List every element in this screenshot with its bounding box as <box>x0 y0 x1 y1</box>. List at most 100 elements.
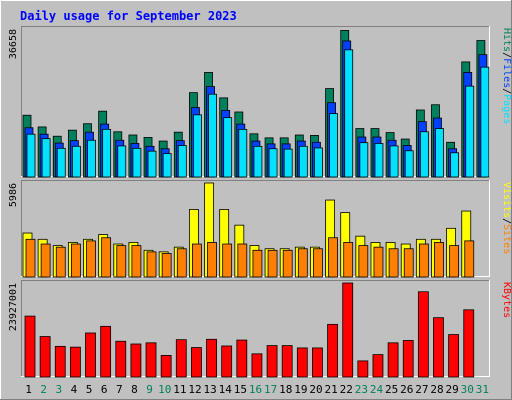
bar-sites-day-4 <box>70 243 81 278</box>
legend-visits: Visits/Sites <box>501 182 512 254</box>
day-label-15: 15 <box>234 383 247 396</box>
bar-kbytes-day-24 <box>372 354 384 378</box>
day-label-10: 10 <box>158 383 171 396</box>
day-label-11: 11 <box>173 383 186 396</box>
bar-kbytes-day-16 <box>251 353 263 378</box>
bar-pages-day-21 <box>329 113 338 178</box>
bar-kbytes-day-15 <box>236 339 248 378</box>
bar-sites-day-18 <box>282 249 293 278</box>
legend-item-hits-4: Pages <box>501 94 512 124</box>
bar-kbytes-day-1 <box>24 315 36 378</box>
bar-sites-day-2 <box>40 243 51 278</box>
day-label-13: 13 <box>203 383 216 396</box>
legend-item-visits-0: Visits <box>501 182 512 218</box>
bar-sites-day-30 <box>464 240 475 278</box>
bar-sites-day-14 <box>222 243 233 278</box>
bar-kbytes-day-9 <box>145 342 157 378</box>
bar-kbytes-day-27 <box>417 291 429 378</box>
bar-kbytes-day-6 <box>100 325 112 378</box>
bar-sites-day-29 <box>449 245 460 278</box>
day-label-8: 8 <box>131 383 138 396</box>
bar-pages-day-22 <box>344 49 354 178</box>
bar-kbytes-day-19 <box>296 347 308 378</box>
legend-item-hits-0: Hits <box>501 28 512 52</box>
bar-sites-day-17 <box>267 249 278 278</box>
bar-sites-day-25 <box>388 248 399 278</box>
bar-kbytes-day-12 <box>191 347 202 378</box>
bar-sites-day-16 <box>252 249 263 278</box>
day-label-19: 19 <box>294 383 307 396</box>
bar-sites-day-28 <box>434 242 444 278</box>
bar-pages-day-17 <box>268 148 278 178</box>
day-label-5: 5 <box>86 383 93 396</box>
bar-kbytes-day-7 <box>115 340 127 378</box>
bar-sites-day-24 <box>373 246 384 278</box>
bar-pages-day-5 <box>87 139 96 178</box>
panel-hits: 36658 Hits/Files/Pages <box>8 26 512 178</box>
bar-kbytes-day-4 <box>69 346 81 378</box>
bar-sites-day-8 <box>131 245 142 278</box>
bar-pages-day-1 <box>26 133 36 178</box>
bar-pages-day-18 <box>283 148 293 178</box>
bar-sites-day-15 <box>237 243 248 278</box>
bar-kbytes-day-23 <box>357 360 369 378</box>
bar-pages-day-27 <box>419 131 429 178</box>
bar-pages-day-25 <box>389 145 399 178</box>
day-label-4: 4 <box>71 383 78 396</box>
bar-kbytes-day-11 <box>175 339 187 378</box>
bar-pages-day-20 <box>314 147 323 178</box>
bar-pages-day-23 <box>359 142 369 178</box>
bar-pages-day-30 <box>465 85 475 178</box>
legend-item-visits-2: Sites <box>501 224 512 254</box>
day-label-24: 24 <box>370 383 384 396</box>
max-label-hits: 36658 <box>8 29 19 59</box>
bar-kbytes-day-17 <box>266 345 278 378</box>
day-label-26: 26 <box>400 383 413 396</box>
bar-pages-day-31 <box>480 66 490 178</box>
max-label-visits: 5986 <box>8 183 19 207</box>
bar-pages-day-3 <box>56 147 66 178</box>
bar-kbytes-day-10 <box>160 354 172 378</box>
day-label-27: 27 <box>415 383 428 396</box>
legend-item-hits-1: / <box>501 52 512 58</box>
bar-pages-day-19 <box>298 145 308 178</box>
bar-kbytes-day-2 <box>39 336 51 378</box>
bar-pages-day-24 <box>374 143 384 178</box>
bar-pages-day-4 <box>71 145 81 178</box>
day-label-30: 30 <box>461 383 474 396</box>
day-label-9: 9 <box>146 383 153 396</box>
legend-kbytes: KBytes <box>501 282 512 318</box>
bar-sites-day-9 <box>146 251 157 278</box>
bar-pages-day-2 <box>41 138 51 178</box>
max-label-kbytes: 23927001 <box>8 283 19 331</box>
bar-kbytes-day-30 <box>463 309 475 378</box>
bar-pages-day-14 <box>223 117 233 178</box>
day-label-12: 12 <box>188 383 201 396</box>
bar-pages-day-13 <box>208 93 217 178</box>
bar-sites-day-19 <box>297 248 308 278</box>
panel-visits: 5986 Visits/Sites <box>8 180 512 278</box>
bar-sites-day-10 <box>161 253 172 278</box>
legend-item-kbytes-0: KBytes <box>501 282 512 318</box>
bar-kbytes-day-22 <box>342 282 354 378</box>
bar-pages-day-9 <box>147 150 157 178</box>
bar-kbytes-day-3 <box>54 345 66 378</box>
day-label-25: 25 <box>385 383 398 396</box>
bar-pages-day-28 <box>435 128 444 178</box>
day-label-2: 2 <box>40 383 47 396</box>
bar-sites-day-7 <box>116 245 127 278</box>
panel-kbytes: 23927001 KBytes <box>8 280 512 378</box>
bar-kbytes-day-8 <box>130 343 142 378</box>
day-label-31: 31 <box>476 383 489 396</box>
day-label-3: 3 <box>56 383 63 396</box>
bar-pages-day-11 <box>177 145 187 178</box>
bar-pages-day-16 <box>253 145 263 178</box>
chart-title: Daily usage for September 2023 <box>20 9 237 23</box>
day-label-29: 29 <box>446 383 459 396</box>
bar-sites-day-27 <box>418 243 429 278</box>
bar-sites-day-6 <box>101 237 112 278</box>
bar-sites-day-20 <box>313 248 323 278</box>
bar-pages-day-15 <box>238 128 248 178</box>
day-label-17: 17 <box>264 383 277 396</box>
